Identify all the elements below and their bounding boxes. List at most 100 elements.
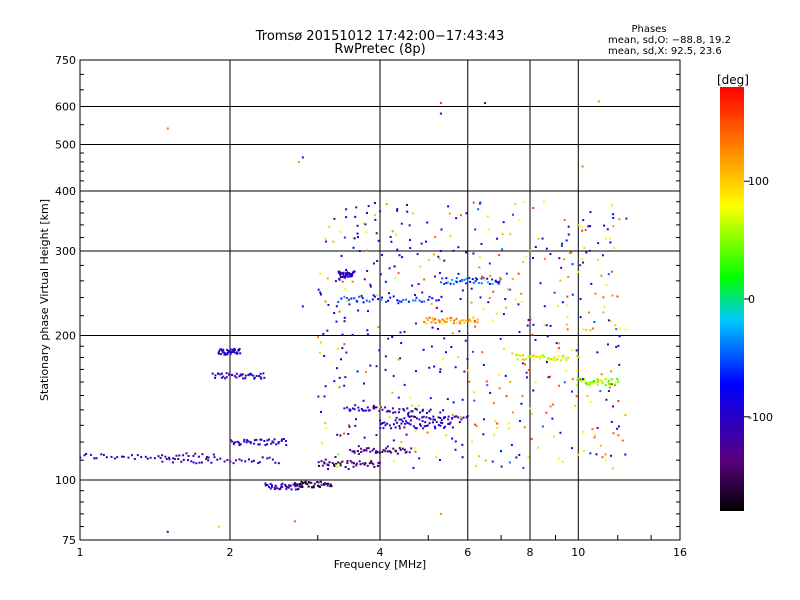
data-point xyxy=(410,415,413,418)
data-point xyxy=(612,383,615,386)
data-point xyxy=(437,255,440,258)
data-point xyxy=(545,411,548,414)
data-point xyxy=(200,461,203,464)
data-point xyxy=(435,306,438,309)
data-point xyxy=(543,355,546,358)
data-point xyxy=(445,282,448,285)
data-point xyxy=(337,453,340,456)
data-point xyxy=(539,282,542,285)
data-point xyxy=(236,440,239,443)
data-point xyxy=(356,370,359,373)
data-point xyxy=(618,335,621,338)
data-point xyxy=(486,384,489,387)
data-point xyxy=(407,411,410,414)
data-point xyxy=(605,378,608,381)
data-point xyxy=(394,265,397,268)
data-point xyxy=(560,359,563,362)
data-point xyxy=(293,482,296,485)
data-point xyxy=(346,299,349,302)
data-point xyxy=(355,206,358,209)
data-point xyxy=(479,201,482,204)
data-point xyxy=(229,460,232,463)
data-point xyxy=(474,423,477,426)
data-point xyxy=(360,294,363,297)
data-point xyxy=(392,460,395,463)
data-point xyxy=(257,443,260,446)
data-point xyxy=(331,461,334,464)
data-point xyxy=(332,240,335,243)
data-point xyxy=(492,290,495,293)
data-point xyxy=(377,326,380,329)
data-point xyxy=(424,421,427,424)
data-point xyxy=(427,298,430,301)
data-point xyxy=(472,252,475,255)
data-point xyxy=(591,327,594,330)
data-point xyxy=(362,222,365,225)
data-point xyxy=(552,358,555,361)
data-point xyxy=(428,366,431,369)
data-point xyxy=(443,337,446,340)
data-point xyxy=(496,426,499,429)
data-point xyxy=(459,322,462,325)
data-point xyxy=(342,274,345,277)
data-point xyxy=(611,378,614,381)
data-point xyxy=(545,361,548,364)
data-point xyxy=(428,417,431,420)
data-point xyxy=(234,459,237,462)
data-point xyxy=(439,424,442,427)
data-point xyxy=(564,356,567,359)
data-point xyxy=(439,112,442,115)
data-point xyxy=(557,354,560,357)
data-point xyxy=(253,442,256,445)
data-point xyxy=(166,530,169,533)
data-point xyxy=(469,280,472,283)
data-point xyxy=(354,424,357,427)
data-point xyxy=(609,237,612,240)
data-point xyxy=(529,249,532,252)
data-point xyxy=(504,298,507,301)
data-point xyxy=(389,296,392,299)
data-point xyxy=(426,424,429,427)
data-point xyxy=(610,420,613,423)
data-point xyxy=(390,427,393,430)
data-point xyxy=(269,482,272,485)
data-point xyxy=(255,374,258,377)
data-point xyxy=(471,278,474,281)
data-point xyxy=(520,301,523,304)
data-point xyxy=(616,378,619,381)
data-point xyxy=(593,320,596,323)
data-point xyxy=(567,225,570,228)
data-point xyxy=(594,292,597,295)
data-point xyxy=(607,380,610,383)
data-point xyxy=(411,404,414,407)
data-point xyxy=(427,258,430,261)
data-point xyxy=(373,295,376,298)
data-point xyxy=(459,280,462,283)
data-point xyxy=(426,221,429,224)
data-point xyxy=(417,404,420,407)
data-point xyxy=(218,352,221,355)
data-point xyxy=(392,447,395,450)
data-point xyxy=(292,483,295,486)
data-point xyxy=(235,376,238,379)
data-point xyxy=(333,312,336,315)
y-tick-label: 750 xyxy=(55,54,76,67)
data-point xyxy=(220,376,223,379)
data-point xyxy=(602,296,605,299)
data-point xyxy=(452,401,455,404)
data-point xyxy=(601,381,604,384)
data-point xyxy=(579,264,582,267)
y-tick-label: 400 xyxy=(55,185,76,198)
data-point xyxy=(582,261,585,264)
data-point xyxy=(372,447,375,450)
data-point xyxy=(226,348,229,351)
data-point xyxy=(494,420,497,423)
data-point xyxy=(325,427,328,430)
data-point xyxy=(600,379,603,382)
data-point xyxy=(379,406,382,409)
data-point xyxy=(341,275,344,278)
data-point xyxy=(596,258,599,261)
data-point xyxy=(326,277,329,280)
data-point xyxy=(326,329,329,332)
